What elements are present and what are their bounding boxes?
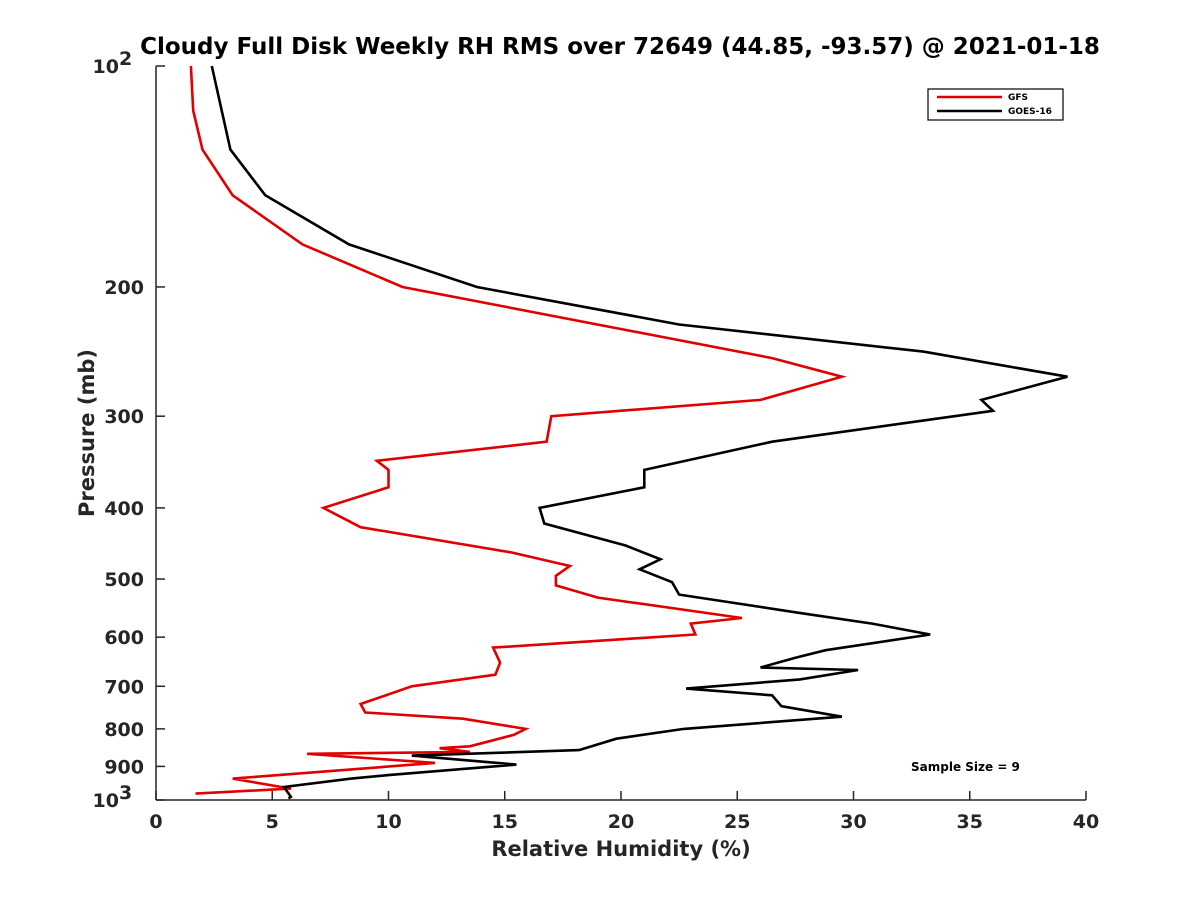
- legend-label-gfs: GFS: [1008, 93, 1028, 103]
- x-tick-label: 15: [492, 811, 518, 833]
- plot-area: [156, 66, 1086, 800]
- x-axis-label: Relative Humidity (%): [491, 837, 750, 861]
- x-tick-label: 35: [957, 811, 983, 833]
- legend-box: [927, 88, 1064, 121]
- x-tick-label: 40: [1073, 811, 1099, 833]
- sample-size-annotation: Sample Size = 9: [911, 760, 1020, 774]
- y-tick-label: 800: [104, 719, 144, 741]
- series-line-goes16: [210, 65, 1068, 800]
- series-line-gfs: [189, 65, 847, 795]
- x-tick-label: 25: [724, 811, 750, 833]
- x-ticks: 0 5 10 15 20 25 30 35 40: [149, 791, 1099, 833]
- y-axis-label: Pressure (mb): [75, 349, 99, 517]
- x-tick-label: 0: [149, 811, 162, 833]
- x-tick-label: 20: [608, 811, 634, 833]
- x-tick-label: 10: [375, 811, 401, 833]
- legend: GFS GOES-16: [927, 88, 1064, 121]
- y-tick-label: 10: [93, 790, 119, 812]
- y-tick-label: 400: [104, 498, 144, 520]
- y-tick-exponent: 2: [119, 48, 132, 70]
- chart-title: Cloudy Full Disk Weekly RH RMS over 7264…: [140, 34, 1100, 60]
- y-tick-exponent: 3: [119, 782, 132, 804]
- x-tick-label: 30: [840, 811, 866, 833]
- y-tick-label: 600: [104, 627, 144, 649]
- y-tick-label: 700: [104, 676, 144, 698]
- y-tick-label: 500: [104, 569, 144, 591]
- y-tick-label: 200: [104, 277, 144, 299]
- legend-label-goes16: GOES-16: [1008, 107, 1052, 117]
- x-tick-label: 5: [266, 811, 279, 833]
- y-tick-label: 900: [104, 756, 144, 778]
- series-layer: [189, 65, 1068, 800]
- y-tick-label: 10: [93, 56, 119, 78]
- y-tick-label: 300: [104, 406, 144, 428]
